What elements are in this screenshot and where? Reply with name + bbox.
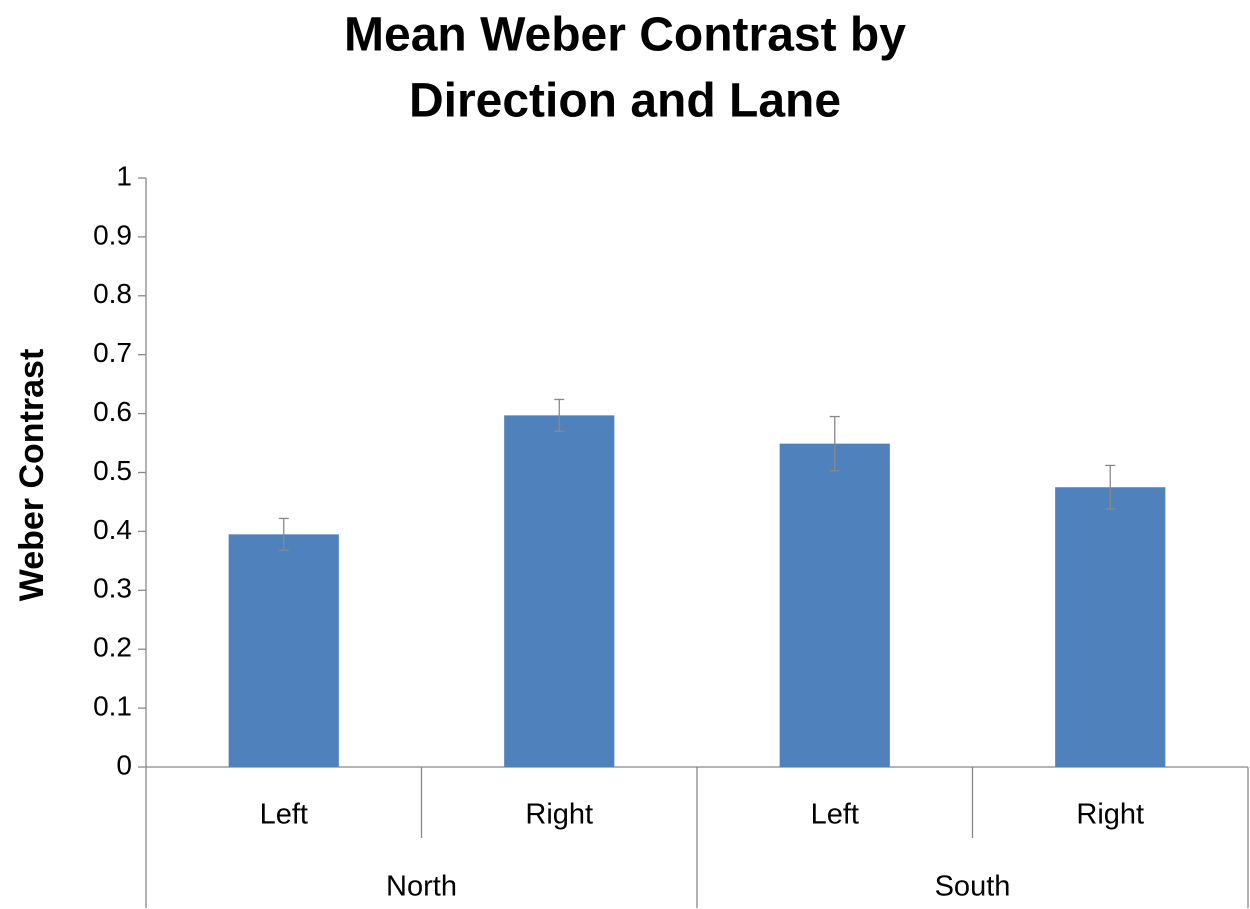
y-tick-label: 0	[116, 749, 132, 780]
y-tick-label: 0.3	[93, 573, 132, 604]
bar	[1055, 487, 1166, 767]
y-tick-label: 0.4	[93, 514, 132, 545]
y-axis-label: Weber Contrast	[13, 349, 51, 602]
y-tick-label: 0.5	[93, 455, 132, 486]
bar	[504, 415, 615, 767]
x-tick-label: Right	[1076, 799, 1144, 831]
bar	[228, 534, 339, 767]
y-tick-label: 0.9	[93, 219, 132, 250]
y-tick-label: 0.2	[93, 632, 132, 663]
x-tick-label: Left	[260, 799, 308, 831]
y-tick-label: 0.6	[93, 396, 132, 427]
y-tick-label: 0.7	[93, 337, 132, 368]
y-tick-label: 0.1	[93, 690, 132, 721]
y-tick-label: 0.8	[93, 278, 132, 309]
chart-title: Direction and Lane	[409, 75, 841, 128]
y-tick-label: 1	[116, 160, 132, 191]
chart-title: Mean Weber Contrast by	[344, 9, 906, 62]
x-tick-label: Left	[811, 799, 859, 831]
group-label: North	[386, 871, 457, 903]
bar	[779, 443, 890, 767]
group-label: South	[935, 871, 1011, 903]
x-tick-label: Right	[525, 799, 593, 831]
